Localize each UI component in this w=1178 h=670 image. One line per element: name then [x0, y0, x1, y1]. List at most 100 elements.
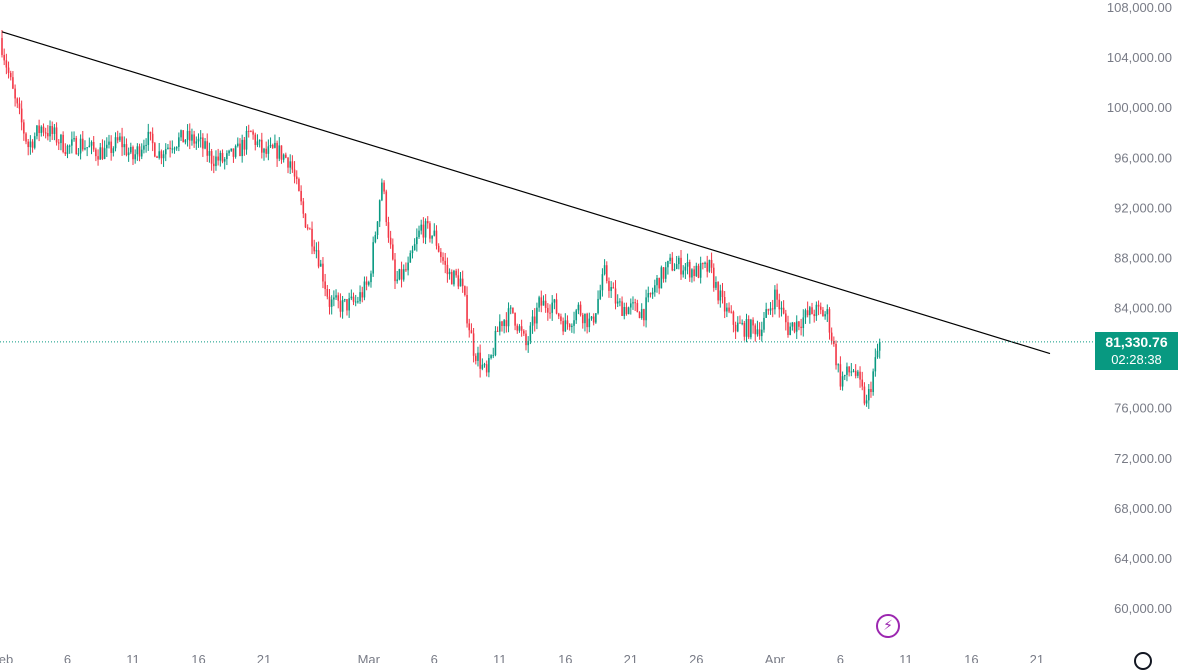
- time-axis[interactable]: Feb 6 11 16 21 Mar 6 11 16 21 26 Apr 6 11 16 21: [0, 652, 1044, 663]
- candle-body: [204, 141, 206, 149]
- candle-body: [324, 281, 326, 290]
- candle-body: [186, 130, 189, 140]
- trendline-layer[interactable]: [1, 31, 1051, 355]
- candle-body: [483, 364, 486, 366]
- candle-body: [280, 145, 283, 160]
- candle-body: [197, 138, 200, 142]
- x-tick-label: 16: [558, 652, 572, 663]
- candle-body: [736, 322, 739, 332]
- candle-body: [765, 309, 767, 318]
- candle-body: [824, 314, 826, 317]
- candle-body: [247, 130, 250, 132]
- candle-body: [409, 253, 412, 263]
- candle-body: [7, 67, 10, 73]
- x-tick-label: 6: [431, 652, 438, 663]
- candle-body: [385, 191, 388, 223]
- candle-body: [789, 326, 791, 335]
- candle-body: [119, 136, 121, 141]
- price-axis[interactable]: 108,000.00 104,000.00 100,000.00 96,000.00 9…: [1107, 0, 1172, 616]
- candle-body: [3, 54, 5, 61]
- candle-body: [632, 302, 634, 304]
- candle-body: [219, 152, 222, 161]
- candle-body: [549, 312, 551, 314]
- candle-body: [309, 228, 311, 230]
- candle-body: [271, 144, 274, 148]
- candle-body: [79, 138, 82, 154]
- candle-body: [708, 259, 711, 272]
- candle-body: [715, 282, 717, 288]
- candle-body: [354, 301, 357, 303]
- candle-body: [44, 132, 47, 134]
- candle-body: [575, 310, 578, 321]
- candle-body: [662, 267, 665, 279]
- candle-body: [252, 131, 254, 135]
- candle-body: [531, 316, 534, 326]
- candle-body: [706, 262, 709, 272]
- candle-body: [798, 321, 800, 327]
- gear-icon[interactable]: [1134, 652, 1152, 670]
- candle-body: [199, 137, 202, 139]
- candle-body: [370, 273, 372, 283]
- candle-body: [566, 320, 569, 325]
- candle-body: [378, 200, 381, 222]
- candle-body: [553, 299, 556, 303]
- candle-body: [717, 282, 719, 301]
- candle-body: [785, 313, 787, 323]
- candle-body: [865, 400, 868, 404]
- candle-body: [848, 366, 850, 373]
- trendline[interactable]: [1, 31, 1051, 355]
- candle-body: [605, 265, 608, 282]
- candle-body: [568, 324, 571, 328]
- candle-body: [621, 301, 623, 316]
- candle-body: [470, 330, 473, 334]
- candle-body: [188, 130, 191, 141]
- y-tick-label: 64,000.00: [1114, 551, 1172, 566]
- candle-body: [212, 163, 215, 167]
- candle-body: [49, 125, 51, 137]
- candle-body: [389, 237, 392, 245]
- candle-body: [547, 307, 549, 313]
- candle-body: [544, 300, 547, 308]
- candle-body: [603, 265, 606, 275]
- candle-body: [861, 379, 864, 387]
- candle-body: [771, 308, 774, 310]
- candle-body: [99, 147, 102, 160]
- candle-body: [241, 139, 243, 157]
- candle-body: [752, 319, 754, 326]
- candle-body: [453, 270, 455, 285]
- candle-body: [673, 269, 676, 271]
- candle-body: [136, 146, 139, 155]
- candle-body: [97, 156, 99, 160]
- candle-body: [776, 289, 778, 300]
- candle-body: [422, 224, 425, 238]
- candle-body: [614, 288, 617, 304]
- candle-body: [712, 267, 715, 288]
- candle-body: [863, 386, 866, 404]
- candle-body: [171, 148, 174, 150]
- candle-body: [230, 148, 233, 151]
- candle-body: [671, 257, 674, 271]
- candle-body: [800, 326, 802, 329]
- candle-body: [806, 310, 809, 316]
- candle-body: [86, 147, 88, 149]
- candle-body: [588, 318, 591, 328]
- candle-body: [263, 148, 265, 153]
- candle-body: [527, 340, 529, 346]
- candle-body: [293, 169, 296, 177]
- candle-body: [741, 322, 743, 324]
- candle-body: [57, 142, 60, 144]
- lightning-icon[interactable]: ⚡: [876, 614, 900, 638]
- candle-body: [75, 138, 78, 155]
- candle-body: [162, 154, 165, 159]
- candle-body: [195, 141, 198, 144]
- candle-body: [368, 282, 370, 285]
- candle-body: [178, 137, 180, 147]
- candle-body: [411, 250, 414, 254]
- candle-body: [68, 145, 71, 147]
- candle-body: [267, 146, 270, 154]
- candle-body: [16, 98, 19, 104]
- candle-body: [830, 332, 833, 341]
- candle-body: [503, 320, 505, 327]
